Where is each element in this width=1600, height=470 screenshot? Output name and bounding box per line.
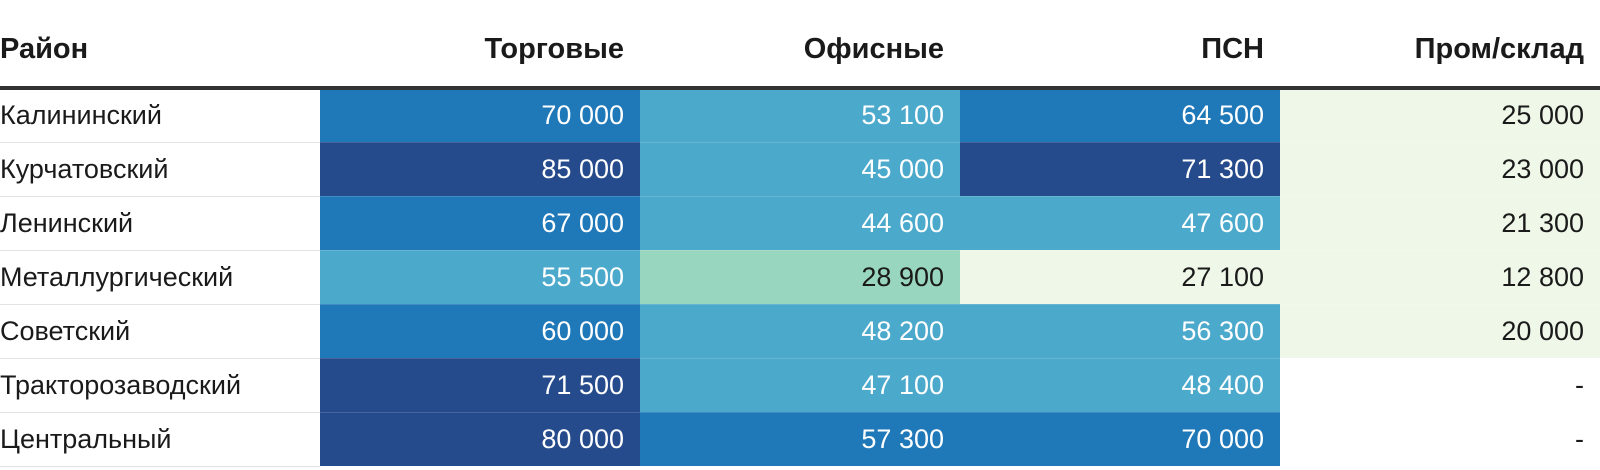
table-row: Ленинский 67 000 44 600 47 600 21 300 — [0, 196, 1600, 251]
district-name-cell: Курчатовский — [0, 142, 320, 197]
column-header-office: Офисные — [640, 0, 960, 90]
value-cell-retail: 67 000 — [320, 196, 640, 251]
value-cell-industrial: 25 000 — [1280, 88, 1600, 143]
value-cell-industrial: - — [1280, 412, 1600, 467]
table-row: Курчатовский 85 000 45 000 71 300 23 000 — [0, 142, 1600, 197]
value-cell-industrial: 21 300 — [1280, 196, 1600, 251]
value-cell-industrial: 12 800 — [1280, 250, 1600, 305]
district-name-cell: Калининский — [0, 88, 320, 143]
value-cell-office: 48 200 — [640, 304, 960, 359]
table-row: Советский 60 000 48 200 56 300 20 000 — [0, 304, 1600, 359]
district-name-cell: Металлургический — [0, 250, 320, 305]
value-cell-industrial: - — [1280, 358, 1600, 413]
value-cell-industrial: 20 000 — [1280, 304, 1600, 359]
table-body: Калининский 70 000 53 100 64 500 25 000 Курча… — [0, 88, 1600, 467]
value-cell-industrial: 23 000 — [1280, 142, 1600, 197]
header-row: Район Торговые Офисные ПСН Пром/склад — [0, 0, 1600, 90]
value-cell-office: 45 000 — [640, 142, 960, 197]
table-row: Металлургический 55 500 28 900 27 100 12 800 — [0, 250, 1600, 305]
value-cell-psn: 70 000 — [960, 412, 1280, 467]
column-header-retail: Торговые — [320, 0, 640, 90]
column-header-district: Район — [0, 0, 320, 90]
value-cell-psn: 47 600 — [960, 196, 1280, 251]
value-cell-office: 44 600 — [640, 196, 960, 251]
value-cell-retail: 80 000 — [320, 412, 640, 467]
value-cell-office: 47 100 — [640, 358, 960, 413]
table-row: Тракторозаводский 71 500 47 100 48 400- — [0, 358, 1600, 413]
value-cell-psn: 27 100 — [960, 250, 1280, 305]
table-row: Центральный 80 000 57 300 70 000- — [0, 412, 1600, 467]
column-header-industrial: Пром/склад — [1280, 0, 1600, 90]
district-name-cell: Ленинский — [0, 196, 320, 251]
value-cell-psn: 64 500 — [960, 88, 1280, 143]
value-cell-office: 28 900 — [640, 250, 960, 305]
value-cell-psn: 48 400 — [960, 358, 1280, 413]
value-cell-retail: 71 500 — [320, 358, 640, 413]
value-cell-psn: 56 300 — [960, 304, 1280, 359]
value-cell-retail: 85 000 — [320, 142, 640, 197]
value-cell-office: 57 300 — [640, 412, 960, 467]
district-name-cell: Советский — [0, 304, 320, 359]
value-cell-retail: 70 000 — [320, 88, 640, 143]
value-cell-psn: 71 300 — [960, 142, 1280, 197]
value-cell-retail: 55 500 — [320, 250, 640, 305]
district-name-cell: Центральный — [0, 412, 320, 467]
value-cell-office: 53 100 — [640, 88, 960, 143]
district-name-cell: Тракторозаводский — [0, 358, 320, 413]
value-cell-retail: 60 000 — [320, 304, 640, 359]
table-row: Калининский 70 000 53 100 64 500 25 000 — [0, 88, 1600, 143]
column-header-psn: ПСН — [960, 0, 1280, 90]
